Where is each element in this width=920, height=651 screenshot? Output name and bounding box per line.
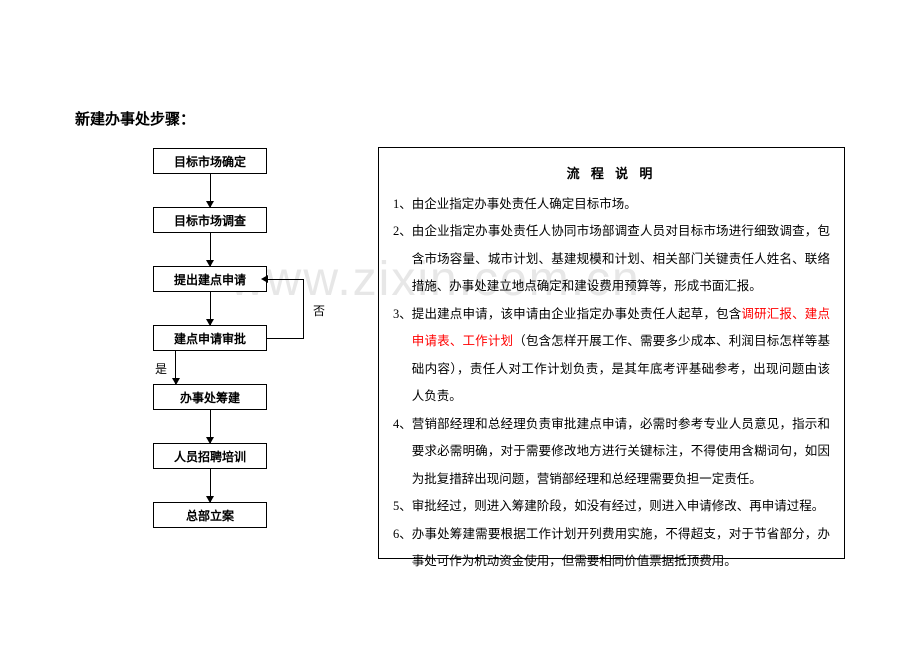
highlight-text: 工作计划 xyxy=(463,334,514,348)
flow-node-3: 提出建点申请 xyxy=(153,266,267,292)
flow-arrow xyxy=(210,469,211,502)
flow-label-yes: 是 xyxy=(155,360,167,377)
plain-text: 营销部经理和总经理负责审批建点申请，必需时参考专业人员意见，指示和要求必需明确，… xyxy=(412,417,830,486)
flowchart: 目标市场确定 目标市场调查 提出建点申请 建点申请审批 办事处筹建 人员招聘培训… xyxy=(145,148,275,528)
plain-text: 提出建点申请，该申请由企业指定办事处责任人起草，包含 xyxy=(412,307,742,321)
description-item-text: 营销部经理和总经理负责审批建点申请，必需时参考专业人员意见，指示和要求必需明确，… xyxy=(412,411,830,494)
description-item-num: 2、 xyxy=(393,218,412,301)
highlight-text: 、 xyxy=(792,307,805,321)
flow-node-6: 人员招聘培训 xyxy=(153,443,267,469)
description-list: 1、由企业指定办事处责任人确定目标市场。2、由企业指定办事处责任人协同市场部调查… xyxy=(393,191,830,576)
description-item: 1、由企业指定办事处责任人确定目标市场。 xyxy=(393,191,830,219)
flow-arrow xyxy=(210,292,211,325)
description-box: 流 程 说 明 1、由企业指定办事处责任人确定目标市场。2、由企业指定办事处责任… xyxy=(378,147,845,559)
description-item-text: 由企业指定办事处责任人协同市场部调查人员对目标市场进行细致调查，包含市场容量、城… xyxy=(412,218,830,301)
highlight-text: 、 xyxy=(450,334,463,348)
plain-text: 审批经过，则进入筹建阶段，如没有经过，则进入申请修改、再申请过程。 xyxy=(412,499,825,513)
highlight-text: 调研汇报 xyxy=(741,307,792,321)
page-title: 新建办事处步骤： xyxy=(75,108,195,129)
flow-arrow xyxy=(210,410,211,443)
flow-label-no: 否 xyxy=(313,302,325,319)
description-item-num: 3、 xyxy=(393,301,412,411)
flow-node-1: 目标市场确定 xyxy=(153,148,267,174)
plain-text: 由企业指定办事处责任人协同市场部调查人员对目标市场进行细致调查，包含市场容量、城… xyxy=(412,224,830,293)
flow-node-7: 总部立案 xyxy=(153,502,267,528)
description-item: 2、由企业指定办事处责任人协同市场部调查人员对目标市场进行细致调查，包含市场容量… xyxy=(393,218,830,301)
flow-node-5: 办事处筹建 xyxy=(153,384,267,410)
flow-arrow xyxy=(210,174,211,207)
plain-text: 办事处筹建需要根据工作计划开列费用实施，不得超支，对于节省部分，办事处可作为机动… xyxy=(412,527,830,569)
plain-text: 由企业指定办事处责任人确定目标市场。 xyxy=(412,197,637,211)
description-item: 5、审批经过，则进入筹建阶段，如没有经过，则进入申请修改、再申请过程。 xyxy=(393,493,830,521)
description-item: 3、提出建点申请，该申请由企业指定办事处责任人起草，包含调研汇报、建点申请表、工… xyxy=(393,301,830,411)
flow-node-2: 目标市场调查 xyxy=(153,207,267,233)
description-item-num: 4、 xyxy=(393,411,412,494)
description-item: 4、营销部经理和总经理负责审批建点申请，必需时参考专业人员意见，指示和要求必需明… xyxy=(393,411,830,494)
description-item-num: 1、 xyxy=(393,191,412,219)
description-item: 6、办事处筹建需要根据工作计划开列费用实施，不得超支，对于节省部分，办事处可作为… xyxy=(393,521,830,576)
description-item-text: 提出建点申请，该申请由企业指定办事处责任人起草，包含调研汇报、建点申请表、工作计… xyxy=(412,301,830,411)
description-item-num: 5、 xyxy=(393,493,412,521)
description-item-num: 6、 xyxy=(393,521,412,576)
flow-node-4: 建点申请审批 xyxy=(153,325,267,351)
description-item-text: 审批经过，则进入筹建阶段，如没有经过，则进入申请修改、再申请过程。 xyxy=(412,493,830,521)
description-item-text: 办事处筹建需要根据工作计划开列费用实施，不得超支，对于节省部分，办事处可作为机动… xyxy=(412,521,830,576)
description-item-text: 由企业指定办事处责任人确定目标市场。 xyxy=(412,191,830,219)
description-title: 流 程 说 明 xyxy=(393,160,830,189)
flow-arrow xyxy=(210,233,211,266)
flow-arrow xyxy=(175,351,176,384)
